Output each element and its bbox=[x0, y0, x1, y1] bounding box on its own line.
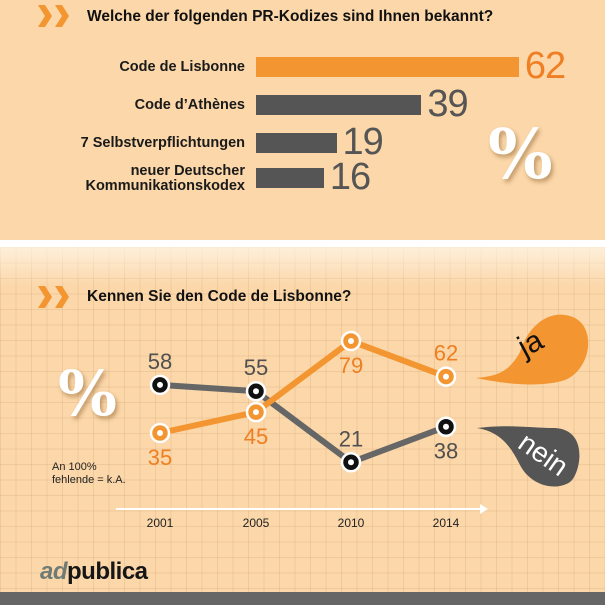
legend-bubble-ja bbox=[476, 314, 589, 385]
data-point-center bbox=[253, 388, 259, 395]
double-chevron-icon bbox=[38, 286, 69, 308]
adpublica-logo: adpublica bbox=[40, 558, 148, 586]
logo-ad: ad bbox=[40, 558, 68, 585]
data-value-label: 35 bbox=[148, 445, 172, 470]
data-point-center bbox=[443, 373, 449, 380]
footer-bar bbox=[0, 592, 605, 605]
line-chart-panel bbox=[0, 247, 605, 592]
bar-category-label: Code de Lisbonne bbox=[119, 59, 245, 75]
x-tick-label: 2014 bbox=[433, 516, 460, 530]
x-axis-arrow bbox=[480, 504, 488, 514]
data-value-label: 38 bbox=[434, 439, 458, 464]
data-point-center bbox=[348, 459, 354, 466]
bar bbox=[256, 168, 324, 188]
data-value-label: 55 bbox=[244, 355, 268, 380]
bar bbox=[256, 57, 519, 77]
series-line-nein bbox=[159, 381, 448, 466]
note-line: fehlende = k.A. bbox=[52, 474, 126, 486]
data-point-center bbox=[157, 381, 163, 388]
bar-chart-panel bbox=[0, 0, 605, 240]
x-tick-label: 2005 bbox=[243, 516, 270, 530]
bar-category-label: neuer Deutscher Kommunikationskodex bbox=[85, 163, 245, 194]
bar-value-label: 62 bbox=[524, 45, 566, 87]
series-line-ja bbox=[159, 338, 448, 436]
data-value-label: 58 bbox=[148, 349, 172, 374]
bar-value-label: 39 bbox=[427, 83, 468, 125]
bar-category-label: 7 Selbstverpflichtungen bbox=[80, 135, 245, 151]
bar-value-label: 16 bbox=[329, 156, 371, 198]
data-value-label: 21 bbox=[339, 426, 363, 451]
data-point-center bbox=[348, 338, 354, 345]
double-chevron-icon bbox=[38, 5, 69, 27]
x-tick-label: 2010 bbox=[338, 516, 365, 530]
data-point-center bbox=[443, 423, 449, 430]
panel-highlight bbox=[0, 247, 605, 287]
legend-bubble-nein bbox=[477, 426, 580, 487]
logo-publica: publica bbox=[67, 558, 148, 585]
data-point-center bbox=[253, 409, 259, 416]
note: An 100% fehlende = k.A. bbox=[52, 461, 126, 487]
percent-symbol: % bbox=[488, 115, 553, 195]
bar-value-label: 19 bbox=[342, 121, 384, 163]
note-line: An 100% bbox=[52, 461, 97, 473]
x-tick-label: 2001 bbox=[147, 516, 174, 530]
question-title-2: Kennen Sie den Code de Lisbonne? bbox=[87, 288, 352, 305]
bar bbox=[256, 95, 422, 115]
question-title-1: Welche der folgenden PR-Kodizes sind Ihn… bbox=[87, 8, 494, 25]
data-value-label: 62 bbox=[434, 341, 458, 366]
data-value-label: 45 bbox=[244, 424, 268, 449]
bar bbox=[256, 133, 337, 153]
percent-symbol: % bbox=[58, 357, 117, 430]
data-point-center bbox=[157, 430, 163, 436]
data-value-label: 79 bbox=[339, 353, 363, 378]
bar-category-label: Code d’Athènes bbox=[134, 97, 245, 113]
